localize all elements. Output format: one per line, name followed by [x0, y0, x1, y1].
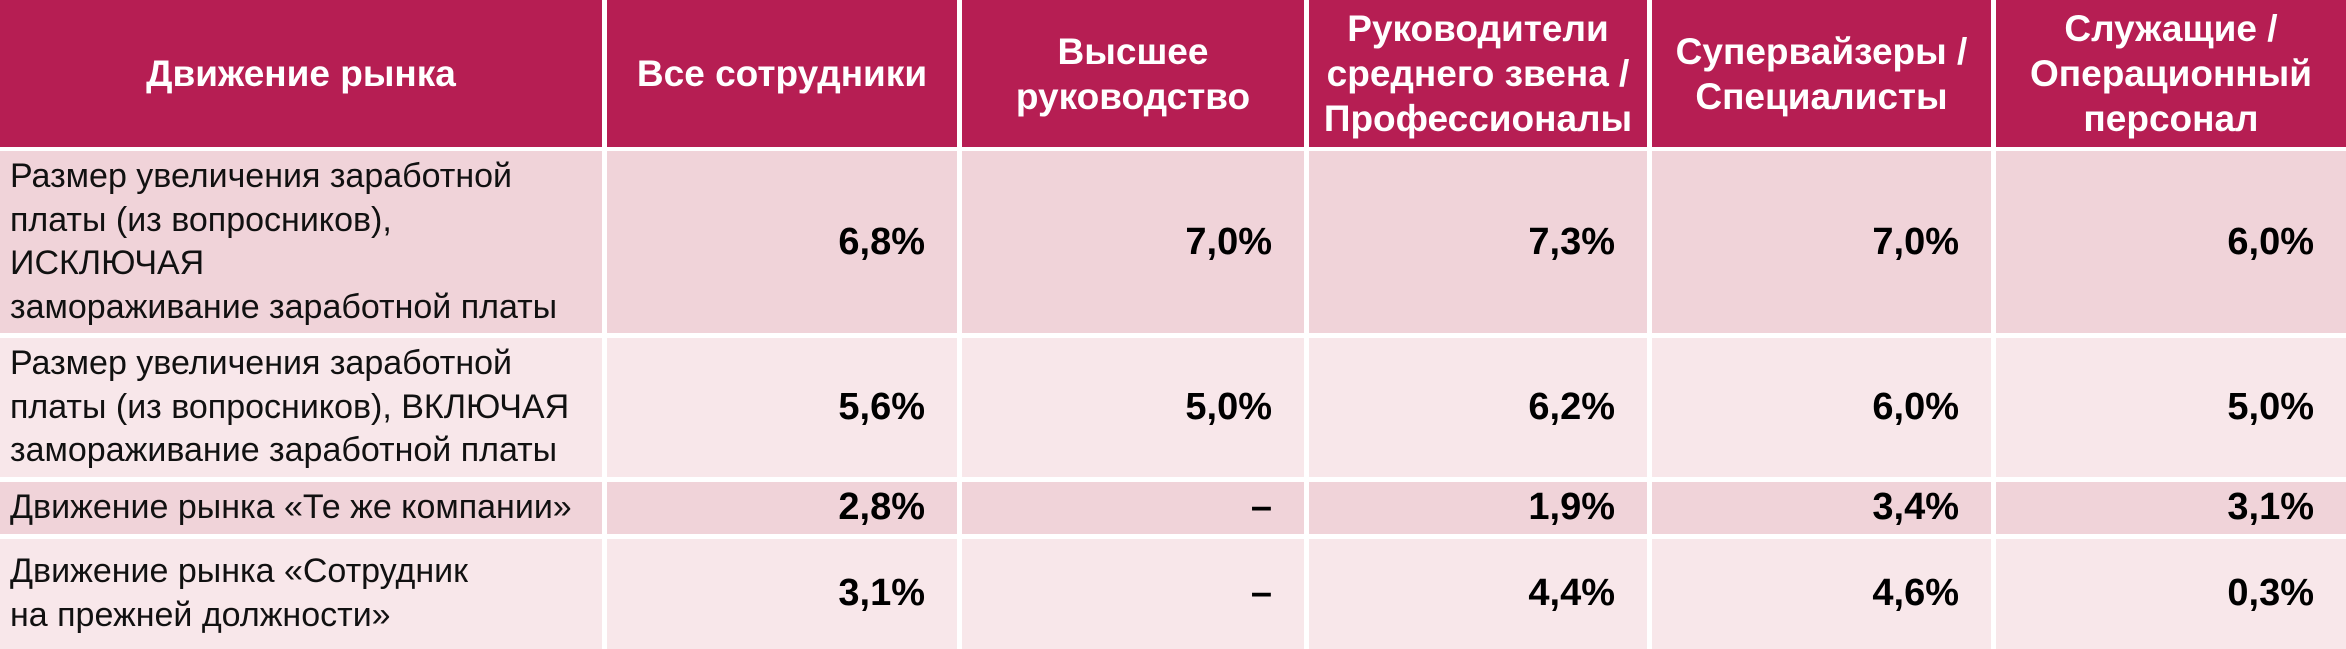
- cell-value: 5,6%: [607, 338, 962, 482]
- column-header-clerical-operational: Служащие / Операционный персонал: [1996, 0, 2346, 152]
- cell-value: 6,0%: [1996, 151, 2346, 339]
- cell-value: 7,3%: [1309, 151, 1652, 339]
- cell-value: –: [962, 481, 1309, 539]
- column-header-top-management: Высшее руководство: [962, 0, 1309, 152]
- row-label: Размер увеличения заработной платы (из в…: [0, 151, 607, 339]
- header-row: Движение рынка Все сотрудники Высшее рук…: [0, 0, 2346, 152]
- cell-value: 5,0%: [1996, 338, 2346, 482]
- table-header: Движение рынка Все сотрудники Высшее рук…: [0, 0, 2346, 152]
- cell-value: –: [962, 538, 1309, 649]
- cell-value: 7,0%: [1652, 151, 1996, 339]
- cell-value: 4,4%: [1309, 538, 1652, 649]
- row-label: Размер увеличения заработной платы (из в…: [0, 338, 607, 482]
- cell-value: 6,0%: [1652, 338, 1996, 482]
- column-header-middle-managers-professionals: Руководители среднего звена / Профессион…: [1309, 0, 1652, 152]
- table-row-market-movement-same-incumbent: Движение рынка «Сотрудник на прежней дол…: [0, 538, 2346, 649]
- cell-value: 7,0%: [962, 151, 1309, 339]
- cell-value: 3,1%: [1996, 481, 2346, 539]
- cell-value: 3,4%: [1652, 481, 1996, 539]
- column-header-all-employees: Все сотрудники: [607, 0, 962, 152]
- cell-value: 6,8%: [607, 151, 962, 339]
- cell-value: 1,9%: [1309, 481, 1652, 539]
- cell-value: 4,6%: [1652, 538, 1996, 649]
- table-row-salary-increase-excluding-freezes: Размер увеличения заработной платы (из в…: [0, 151, 2346, 339]
- cell-value: 0,3%: [1996, 538, 2346, 649]
- table-row-salary-increase-including-freezes: Размер увеличения заработной платы (из в…: [0, 338, 2346, 482]
- row-label: Движение рынка «Те же компании»: [0, 481, 607, 539]
- column-header-market-movement: Движение рынка: [0, 0, 607, 152]
- cell-value: 3,1%: [607, 538, 962, 649]
- table-row-market-movement-same-companies: Движение рынка «Те же компании» 2,8% – 1…: [0, 481, 2346, 539]
- cell-value: 2,8%: [607, 481, 962, 539]
- row-label: Движение рынка «Сотрудник на прежней дол…: [0, 538, 607, 649]
- column-header-supervisors-specialists: Супервайзеры / Специалисты: [1652, 0, 1996, 152]
- cell-value: 6,2%: [1309, 338, 1652, 482]
- table-body: Размер увеличения заработной платы (из в…: [0, 151, 2346, 649]
- cell-value: 5,0%: [962, 338, 1309, 482]
